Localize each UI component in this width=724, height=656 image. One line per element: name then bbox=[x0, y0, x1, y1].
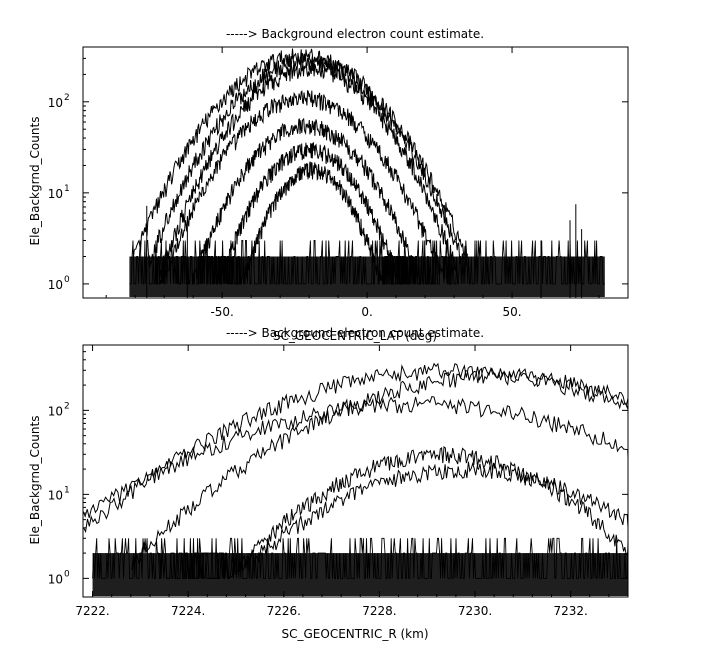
x-tick-label: 7224. bbox=[171, 604, 205, 618]
series-line-1 bbox=[131, 367, 629, 571]
plot-frame bbox=[82, 344, 629, 598]
baseline-band bbox=[92, 553, 628, 596]
x-tick-label: 7222. bbox=[75, 604, 109, 618]
y-tick-exponent: 1 bbox=[64, 184, 70, 194]
x-tick-label: 50. bbox=[502, 305, 521, 319]
x-axis-label: SC_GEOCENTRIC_R (km) bbox=[282, 627, 429, 641]
y-tick-label: 10 bbox=[48, 278, 63, 292]
y-tick-label: 10 bbox=[48, 404, 63, 418]
x-tick-label: 0. bbox=[361, 305, 372, 319]
y-tick-exponent: 0 bbox=[64, 275, 70, 285]
x-tick-label: 7230. bbox=[458, 604, 492, 618]
series-line-3 bbox=[154, 90, 452, 285]
chart-title: -----> Background electron count estimat… bbox=[226, 326, 484, 340]
radius-panel: -----> Background electron count estimat… bbox=[28, 326, 629, 641]
series-line-2 bbox=[82, 396, 629, 519]
series-line-2 bbox=[160, 62, 458, 280]
plot-frame bbox=[82, 46, 629, 299]
y-axis-label: Ele_Backgrnd_Counts bbox=[28, 117, 42, 246]
series-group bbox=[82, 362, 629, 596]
x-tick-label: 7226. bbox=[267, 604, 301, 618]
x-tick-label: 7228. bbox=[362, 604, 396, 618]
baseline-band bbox=[129, 256, 605, 297]
latitude-panel: -----> Background electron count estimat… bbox=[28, 27, 629, 343]
series-group bbox=[129, 48, 605, 298]
x-axis-label: SC_GEOCENTRIC_LAT (deg) bbox=[273, 329, 437, 343]
y-tick-exponent: 1 bbox=[64, 485, 70, 495]
y-tick-exponent: 2 bbox=[64, 93, 70, 103]
series-line-3 bbox=[181, 445, 629, 580]
series-line-4 bbox=[159, 461, 629, 580]
y-tick-label: 10 bbox=[48, 572, 63, 586]
y-tick-exponent: 2 bbox=[64, 401, 70, 411]
x-tick-label: -50. bbox=[210, 305, 233, 319]
y-tick-label: 10 bbox=[48, 488, 63, 502]
y-tick-label: 10 bbox=[48, 96, 63, 110]
series-line-0 bbox=[83, 362, 629, 534]
y-axis-label: Ele_Backgrnd_Counts bbox=[28, 416, 42, 545]
y-tick-exponent: 0 bbox=[64, 569, 70, 579]
x-tick-label: 7232. bbox=[553, 604, 587, 618]
series-line-6 bbox=[218, 161, 406, 285]
y-tick-label: 10 bbox=[48, 187, 63, 201]
series-line-1 bbox=[148, 52, 465, 268]
series-line-4 bbox=[175, 118, 437, 285]
series-line-5 bbox=[197, 141, 421, 285]
chart-title: -----> Background electron count estimat… bbox=[226, 27, 484, 41]
